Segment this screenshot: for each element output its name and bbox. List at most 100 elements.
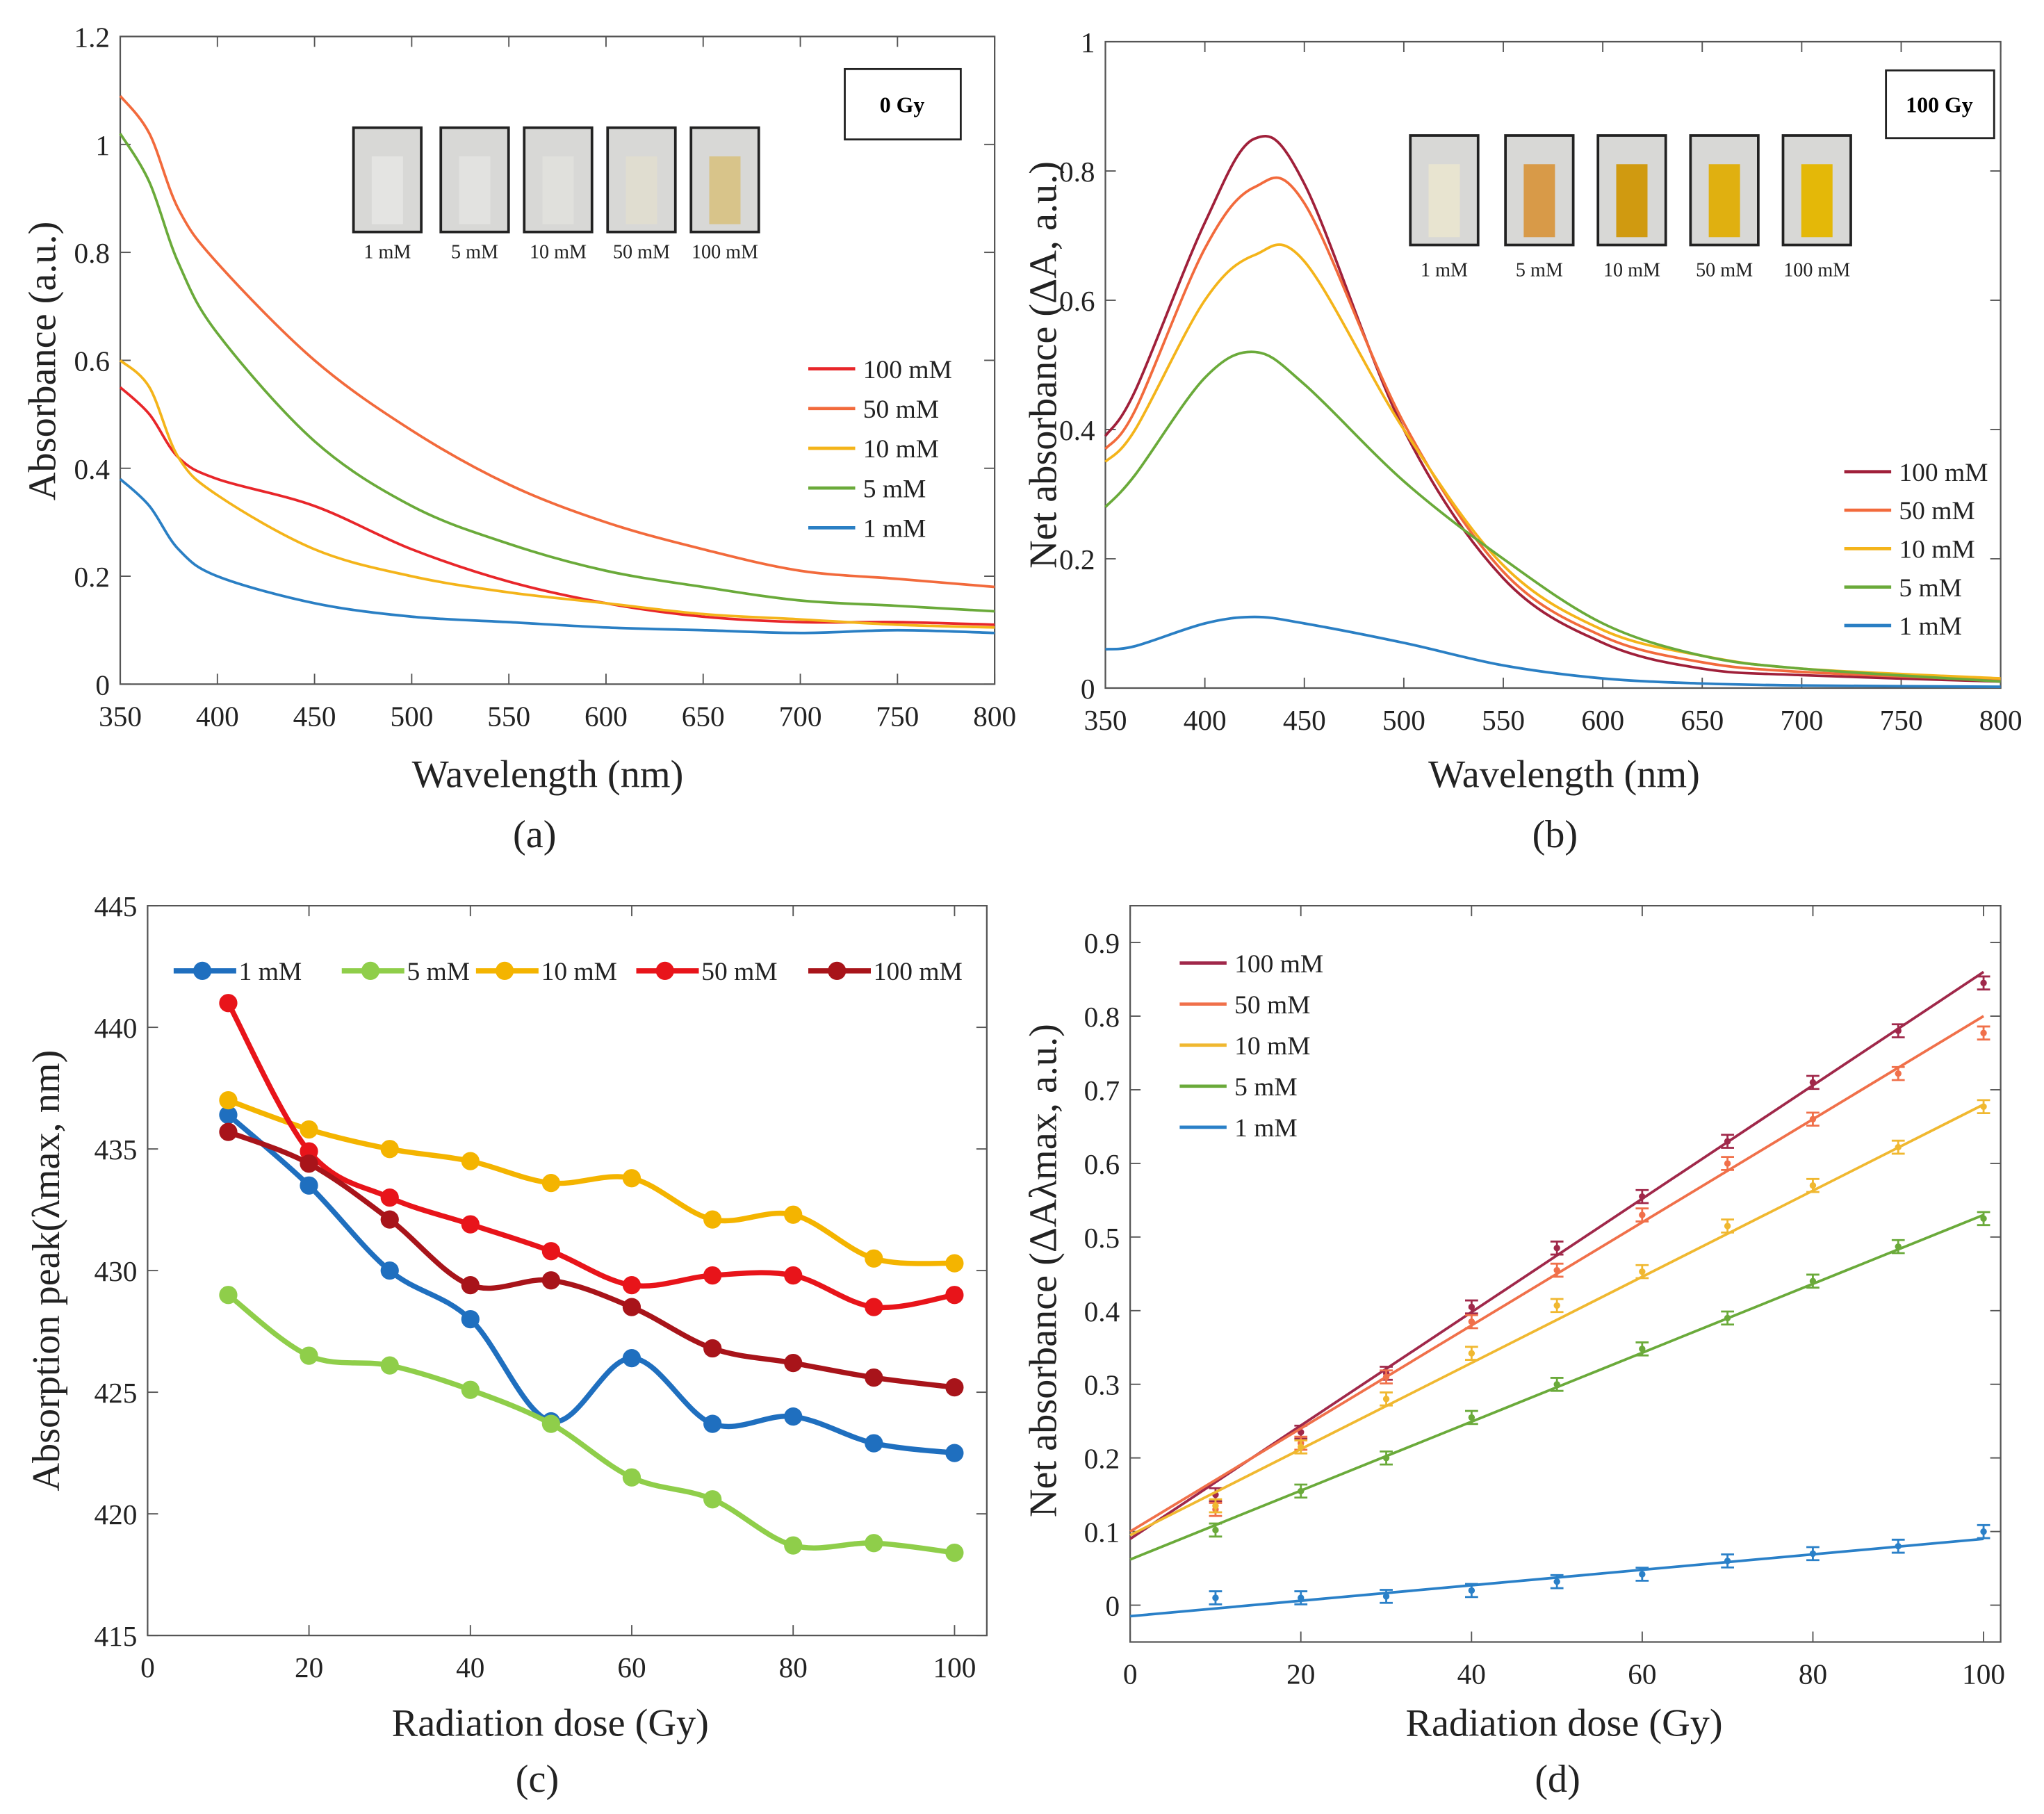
legend-label: 100 mM (874, 958, 963, 986)
x-tick-label: 100 (933, 1651, 976, 1683)
series-a-4 (119, 477, 995, 635)
cuvette-liquid (1801, 164, 1833, 238)
data-point (1724, 1558, 1731, 1564)
legend-label: 50 mM (701, 958, 777, 986)
x-tick-label: 550 (1482, 704, 1525, 736)
cuvette-liquid (1708, 164, 1740, 238)
data-point (461, 1215, 480, 1234)
y-tick-label: 0.3 (1084, 1369, 1120, 1401)
panel-c-xlabel: Radiation dose (Gy) (392, 1702, 709, 1745)
data-point (1382, 1593, 1390, 1600)
data-point (1298, 1444, 1305, 1451)
plot-frame (1129, 905, 2002, 1643)
legend-label: 5 mM (1899, 574, 1962, 603)
data-point (1980, 1029, 1987, 1036)
x-tick-label: 600 (584, 700, 628, 732)
y-tick-label: 0.5 (1084, 1222, 1120, 1254)
x-tick-label: 650 (682, 700, 725, 732)
cuvette-liquid (626, 156, 657, 224)
data-point (1724, 1223, 1731, 1229)
data-point (703, 1266, 722, 1285)
cuvette-label: 1 mM (363, 241, 411, 263)
data-point (1724, 1160, 1731, 1167)
data-point (1809, 1277, 1817, 1284)
panel-b-xlabel: Wavelength (nm) (1428, 753, 1700, 796)
data-point (1980, 1103, 1987, 1110)
data-point (461, 1380, 480, 1399)
x-tick-label: 800 (973, 700, 1016, 732)
dose-label-a: 0 Gy (880, 92, 925, 117)
data-point (1298, 1487, 1305, 1495)
series-b-3 (1104, 350, 2001, 683)
legend-label: 10 mM (541, 958, 617, 986)
data-point (1639, 1346, 1646, 1353)
series-c-2 (219, 1090, 964, 1273)
legend-label: 50 mM (863, 395, 939, 424)
data-point (1468, 1350, 1475, 1357)
chart-a: 350 400 450 500 550 600 650 700 750 800 0 0.2 0.4 0.6… (74, 22, 1016, 733)
data-point (219, 1090, 238, 1110)
data-point (784, 1536, 803, 1555)
x-tick-label: 20 (1286, 1658, 1315, 1690)
x-tick-label: 550 (487, 700, 530, 732)
data-point (622, 1468, 641, 1487)
y-tick-label: 0.4 (1084, 1296, 1120, 1327)
data-point (703, 1210, 722, 1229)
data-point (300, 1346, 318, 1365)
data-point (1895, 1027, 1902, 1034)
data-point (622, 1298, 641, 1316)
data-point (1809, 1182, 1817, 1189)
series-a-0 (119, 386, 995, 626)
legend-label: 10 mM (1899, 536, 1974, 564)
cuvette-liquid (709, 156, 741, 224)
cuvette-label: 50 mM (1696, 260, 1753, 281)
x-tick-label: 400 (1184, 704, 1227, 736)
series-line (1104, 350, 2001, 683)
data-point (1895, 1543, 1902, 1550)
cuvette-label: 50 mM (613, 241, 670, 263)
data-point (1639, 1211, 1646, 1218)
legend-label: 100 mM (863, 356, 952, 384)
legend-label: 1 mM (1899, 612, 1962, 641)
data-point (1382, 1373, 1390, 1380)
series-line (119, 359, 995, 629)
cuvette-label: 100 mM (1783, 260, 1850, 281)
x-tick-label: 40 (456, 1651, 484, 1683)
chart-c: 0 20 40 60 80 100 415 420 425 430 435 440 445 1 mM 5 m… (95, 890, 988, 1683)
x-tick-label: 100 (1962, 1658, 2005, 1690)
legend-label: 1 mM (863, 515, 926, 544)
panel-d-ylabel: Net absorbance (ΔAλmax, a.u.) (1022, 1024, 1065, 1517)
data-point (865, 1534, 883, 1553)
data-point (1468, 1414, 1475, 1421)
panel-c-ylabel: Absorption peak(λmax, nm) (25, 1050, 68, 1492)
x-tick-label: 60 (1628, 1658, 1656, 1690)
y-tick-label: 0.8 (74, 237, 110, 269)
dose-label-b: 100 Gy (1906, 92, 1973, 117)
chart-b: 350 400 450 500 550 600 650 700 750 800 0 0.2 0.4 0.6… (1059, 26, 2022, 736)
data-point (300, 1120, 318, 1139)
x-tick-label: 350 (1084, 704, 1127, 736)
series-line (227, 1097, 955, 1266)
data-point (1553, 1245, 1560, 1252)
data-point (703, 1414, 722, 1433)
cuvette-liquid (1616, 164, 1648, 238)
x-tick-label: 800 (1979, 704, 2022, 736)
series-line (227, 1129, 955, 1390)
cuvette-label: 5 mM (1516, 260, 1563, 281)
cuvette-label: 10 mM (530, 241, 587, 263)
data-point (1553, 1266, 1560, 1274)
data-point (380, 1261, 399, 1280)
series-line (1104, 176, 2001, 682)
data-point (219, 994, 238, 1013)
data-point (1809, 1079, 1817, 1086)
x-tick-label: 500 (390, 700, 433, 732)
y-tick-label: 0.6 (74, 345, 110, 377)
data-point (380, 1188, 399, 1207)
x-tick-label: 450 (293, 700, 336, 732)
data-point (1724, 1138, 1731, 1145)
series-line (119, 133, 995, 613)
y-tick-label: 0.1 (1084, 1517, 1120, 1549)
y-tick-label: 0.4 (1059, 414, 1095, 446)
data-point (945, 1444, 964, 1462)
x-tick-label: 450 (1283, 704, 1326, 736)
